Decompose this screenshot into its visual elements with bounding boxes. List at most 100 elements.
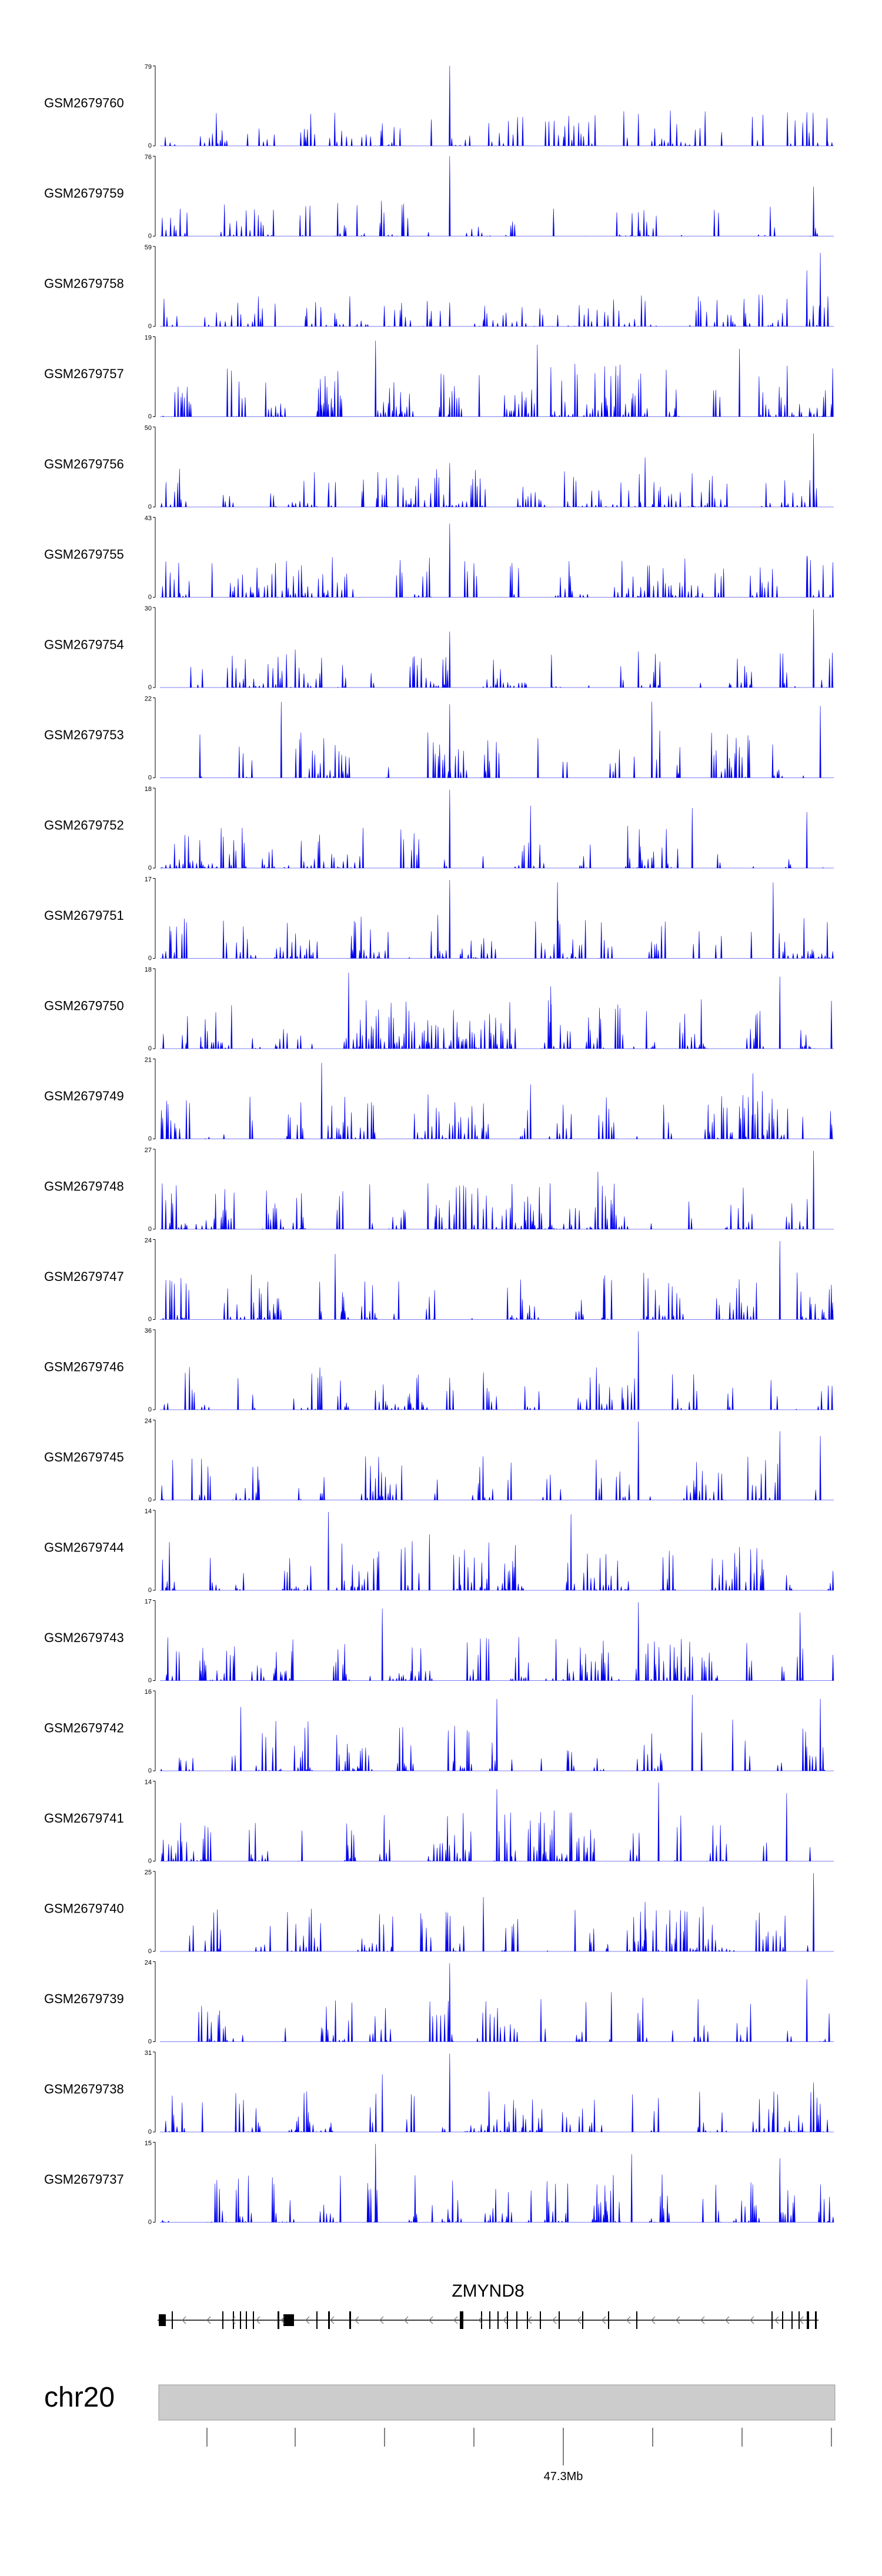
- track-GSM2679741: GSM2679741 14 0: [44, 1779, 834, 1865]
- exon: [283, 2314, 294, 2326]
- strand-arrow: [552, 2316, 557, 2324]
- track-label: GSM2679745: [44, 1450, 124, 1464]
- exon: [222, 2311, 223, 2329]
- coverage-area: [160, 789, 834, 869]
- strand-arrow: [206, 2316, 211, 2324]
- exon: [527, 2311, 528, 2329]
- track-GSM2679740: GSM2679740 25 0: [44, 1869, 834, 1955]
- track-GSM2679747: GSM2679747 24 0: [44, 1237, 834, 1323]
- coverage-area: [160, 1150, 834, 1230]
- ideogram-track: chr20 47.3Mb: [44, 2382, 836, 2483]
- gene-model: [158, 2311, 818, 2329]
- track-GSM2679742: GSM2679742 16 0: [44, 1689, 834, 1774]
- coverage-area: [160, 1241, 834, 1320]
- strand-arrow: [700, 2316, 705, 2324]
- track-label: GSM2679753: [44, 728, 124, 742]
- exon: [460, 2311, 463, 2329]
- track-label: GSM2679749: [44, 1089, 124, 1103]
- exon: [316, 2311, 318, 2329]
- chromosome-name: chr20: [44, 2382, 115, 2413]
- exon: [799, 2311, 800, 2329]
- y-zero-label: 0: [148, 323, 152, 330]
- track-GSM2679738: GSM2679738 31 0: [44, 2050, 834, 2135]
- exon: [172, 2311, 173, 2329]
- exon: [240, 2311, 241, 2329]
- exon: [516, 2311, 517, 2329]
- coverage-area: [160, 1694, 834, 1771]
- exon: [540, 2311, 541, 2329]
- track-label: GSM2679742: [44, 1721, 124, 1736]
- strand-arrow: [256, 2316, 260, 2324]
- y-zero-label: 0: [148, 142, 152, 149]
- track-label: GSM2679750: [44, 999, 124, 1013]
- track-label: GSM2679756: [44, 457, 124, 472]
- strand-arrow: [379, 2316, 384, 2324]
- y-zero-label: 0: [148, 1858, 152, 1865]
- strand-arrow: [651, 2316, 656, 2324]
- track-label: GSM2679743: [44, 1630, 124, 1645]
- exon: [507, 2311, 508, 2329]
- track-GSM2679750: GSM2679750 18 0: [44, 966, 834, 1052]
- y-max-label: 21: [145, 1057, 152, 1064]
- coverage-area: [160, 702, 834, 779]
- track-GSM2679758: GSM2679758 59 0: [44, 244, 834, 330]
- exon: [349, 2311, 351, 2329]
- coverage-area: [160, 1063, 834, 1139]
- y-zero-label: 0: [148, 1948, 152, 1955]
- y-zero-label: 0: [148, 865, 152, 872]
- coverage-area: [160, 2053, 834, 2133]
- track-label: GSM2679752: [44, 818, 124, 833]
- exon: [608, 2311, 609, 2329]
- coverage-tracks: GSM2679760790GSM2679759760GSM2679758590G…: [44, 64, 834, 2226]
- y-max-label: 14: [145, 1508, 152, 1515]
- y-max-label: 16: [145, 1689, 152, 1696]
- track-GSM2679746: GSM2679746 36 0: [44, 1327, 834, 1413]
- y-max-label: 79: [145, 64, 152, 71]
- y-zero-label: 0: [148, 1136, 152, 1143]
- y-max-label: 17: [145, 876, 152, 883]
- strand-arrow: [750, 2316, 754, 2324]
- track-label: GSM2679746: [44, 1360, 124, 1374]
- coverage-area: [160, 1422, 834, 1500]
- track-label: GSM2679751: [44, 908, 124, 923]
- y-zero-label: 0: [148, 1677, 152, 1684]
- y-zero-label: 0: [148, 775, 152, 782]
- track-label: GSM2679737: [44, 2172, 124, 2187]
- exon: [815, 2311, 817, 2329]
- axis-tick-label: 47.3Mb: [544, 2470, 583, 2483]
- y-max-label: 15: [145, 2140, 152, 2147]
- track-label: GSM2679747: [44, 1269, 124, 1284]
- y-max-label: 30: [145, 605, 152, 612]
- y-max-label: 18: [145, 786, 152, 793]
- y-max-label: 31: [145, 2050, 152, 2057]
- track-GSM2679753: GSM2679753 22 0: [44, 696, 834, 782]
- track-label: GSM2679760: [44, 96, 124, 111]
- y-zero-label: 0: [148, 1316, 152, 1323]
- track-GSM2679760: GSM2679760 79 0: [44, 64, 834, 149]
- genome-axis: [206, 2428, 832, 2465]
- track-label: GSM2679748: [44, 1179, 124, 1194]
- y-max-label: 14: [145, 1779, 152, 1786]
- exon: [159, 2314, 166, 2326]
- strand-arrow: [305, 2316, 310, 2324]
- coverage-area: [160, 2144, 834, 2223]
- track-GSM2679751: GSM2679751 17 0: [44, 876, 834, 962]
- y-zero-label: 0: [148, 1497, 152, 1504]
- exon: [582, 2311, 583, 2329]
- exon: [559, 2311, 560, 2329]
- coverage-area: [160, 1963, 834, 2042]
- track-label: GSM2679754: [44, 638, 124, 652]
- track-GSM2679744: GSM2679744 14 0: [44, 1508, 834, 1594]
- y-max-label: 22: [145, 696, 152, 703]
- exon: [791, 2311, 793, 2329]
- strand-arrow: [404, 2316, 409, 2324]
- track-GSM2679754: GSM2679754 30 0: [44, 605, 834, 691]
- y-max-label: 24: [145, 1418, 152, 1425]
- y-zero-label: 0: [148, 2038, 152, 2046]
- strand-arrow: [626, 2316, 631, 2324]
- strand-arrow: [478, 2316, 483, 2324]
- y-max-label: 25: [145, 1869, 152, 1876]
- track-label: GSM2679757: [44, 366, 124, 381]
- exon: [489, 2311, 490, 2329]
